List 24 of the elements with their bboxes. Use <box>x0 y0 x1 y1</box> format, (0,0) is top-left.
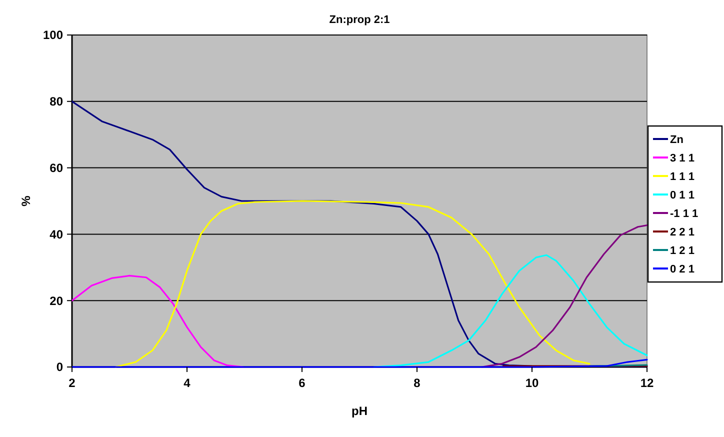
y-tick-label: 60 <box>50 161 64 175</box>
y-tick-label: 0 <box>56 360 64 374</box>
chart-title: Zn:prop 2:1 <box>329 14 390 26</box>
legend-label: 2 2 1 <box>670 226 694 238</box>
x-tick-label: 12 <box>640 376 654 390</box>
x-tick-label: 8 <box>414 376 421 390</box>
y-tick-label: 40 <box>50 227 64 242</box>
y-axis-title: % <box>19 195 33 206</box>
legend-label: 0 1 1 <box>670 189 694 202</box>
line-series <box>114 200 590 368</box>
y-tick-label: 100 <box>42 28 64 42</box>
legend-label: 0 2 1 <box>670 263 694 276</box>
legend-label: 3 1 1 <box>670 152 694 164</box>
x-tick-label: 2 <box>68 376 76 390</box>
x-tick-label: 6 <box>298 376 306 390</box>
y-tick-label: 80 <box>50 94 64 109</box>
legend-label: Zn <box>670 134 684 146</box>
legend-label: -1 1 1 <box>670 208 698 220</box>
legend-label: 1 2 1 <box>670 244 694 257</box>
legend-label: 1 1 1 <box>670 170 694 183</box>
y-tick-label: 20 <box>50 294 64 308</box>
x-tick-label: 10 <box>525 376 539 390</box>
x-tick-label: 4 <box>184 376 191 390</box>
x-axis-title: pH <box>352 404 368 418</box>
